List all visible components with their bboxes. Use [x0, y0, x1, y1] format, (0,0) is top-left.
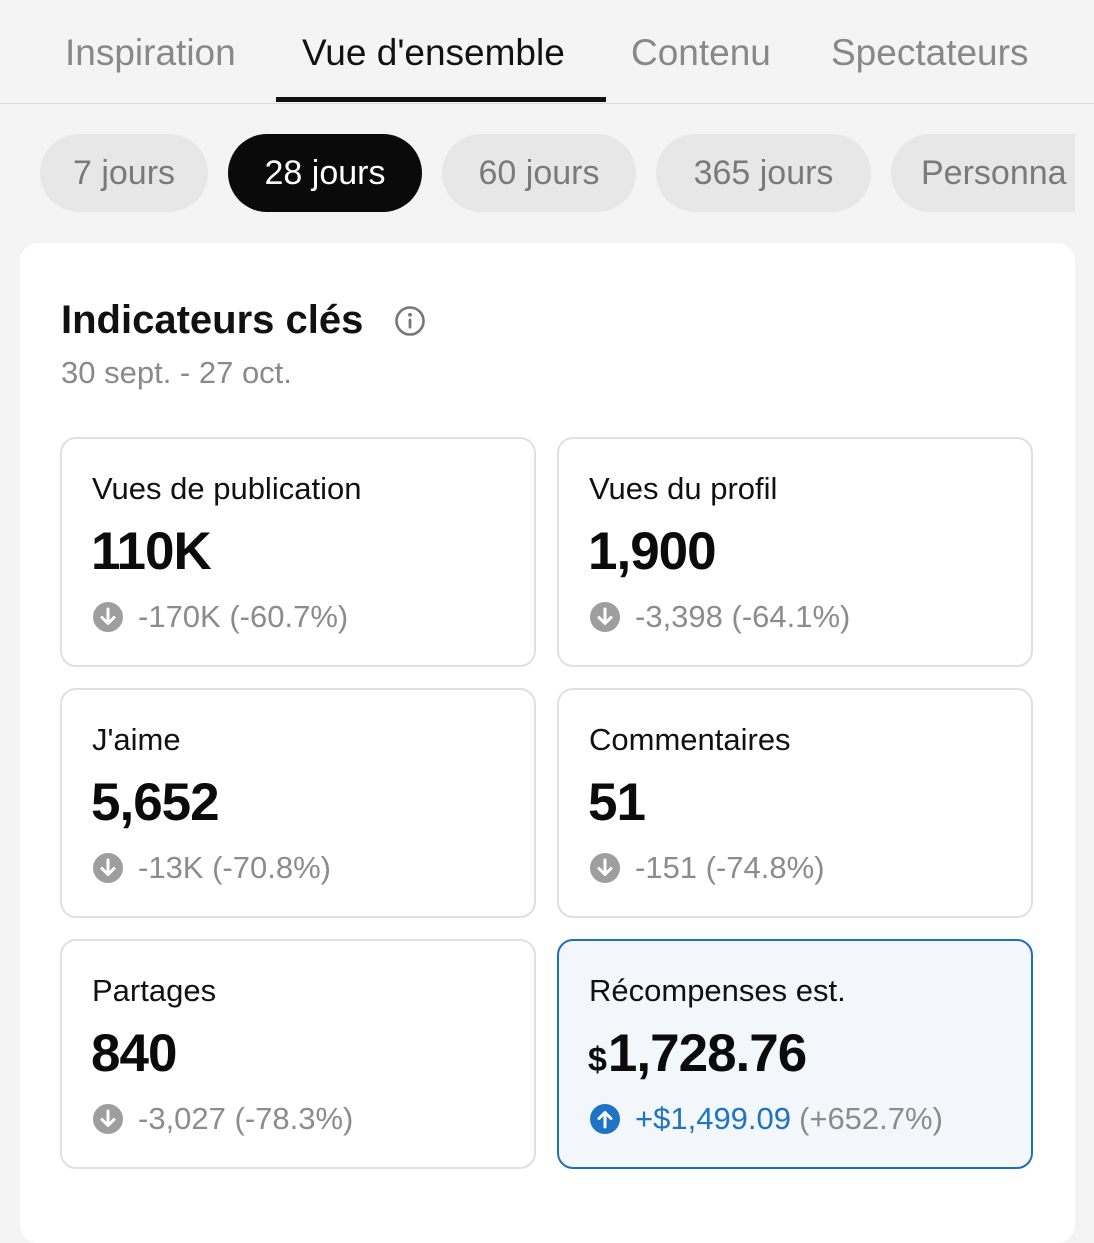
metric-change-text: -3,398 (-64.1%) [635, 599, 851, 634]
metric-comments[interactable]: Commentaires 51 -151 (-74.8%) [557, 688, 1033, 918]
metric-label: Vues du profil [589, 471, 778, 506]
metric-shares[interactable]: Partages 840 -3,027 (-78.3%) [60, 939, 536, 1169]
metric-change-text: -170K (-60.7%) [138, 599, 349, 634]
metric-change-text: -3,027 (-78.3%) [138, 1101, 354, 1136]
tab-inspiration[interactable]: Inspiration [65, 32, 236, 73]
metric-change: -13K (-70.8%) [92, 850, 331, 886]
metric-change: -3,398 (-64.1%) [589, 599, 850, 635]
metric-estimated-rewards[interactable]: Récompenses est. $1,728.76 +$1,499.09 (+… [557, 939, 1033, 1169]
tab-content[interactable]: Contenu [631, 32, 771, 73]
period-chip-28-days[interactable]: 28 jours [228, 134, 422, 212]
metric-profile-views[interactable]: Vues du profil 1,900 -3,398 (-64.1%) [557, 437, 1033, 667]
top-tab-bar: Inspiration Vue d'ensemble Contenu Spect… [0, 0, 1094, 104]
metric-label: Récompenses est. [589, 973, 846, 1008]
arrow-up-circle-icon [590, 1104, 620, 1134]
key-metrics-card: Indicateurs clés 30 sept. - 27 oct. Vues… [20, 243, 1075, 1243]
metric-value: 51 [588, 773, 646, 832]
metric-likes[interactable]: J'aime 5,652 -13K (-70.8%) [60, 688, 536, 918]
metric-change-percent: (+652.7%) [799, 1101, 943, 1136]
period-chip-custom[interactable]: Personna [891, 134, 1075, 212]
metric-value: 1,900 [588, 522, 717, 581]
arrow-down-circle-icon [93, 853, 123, 883]
metric-change-text: -13K (-70.8%) [138, 850, 331, 885]
metric-label: Partages [92, 973, 217, 1008]
period-chip-365-days[interactable]: 365 jours [656, 134, 871, 212]
metric-label: Vues de publication [92, 471, 362, 506]
metric-label: Commentaires [589, 722, 791, 757]
arrow-down-circle-icon [590, 853, 620, 883]
tab-viewers[interactable]: Spectateurs [831, 32, 1029, 73]
period-chip-60-days[interactable]: 60 jours [442, 134, 636, 212]
currency-symbol: $ [588, 1041, 607, 1079]
arrow-down-circle-icon [93, 1104, 123, 1134]
arrow-down-circle-icon [93, 602, 123, 632]
metric-change: +$1,499.09 (+652.7%) [589, 1101, 943, 1137]
period-selector: 7 jours 28 jours 60 jours 365 jours Pers… [0, 134, 1075, 214]
card-title: Indicateurs clés [61, 298, 364, 342]
info-icon[interactable] [394, 305, 426, 337]
metric-change: -170K (-60.7%) [92, 599, 348, 635]
period-chip-7-days[interactable]: 7 jours [40, 134, 208, 212]
metric-value: $1,728.76 [588, 1023, 807, 1084]
metric-post-views[interactable]: Vues de publication 110K -170K (-60.7%) [60, 437, 536, 667]
metric-value: 840 [91, 1024, 177, 1083]
metric-value-amount: 1,728.76 [607, 1024, 807, 1083]
date-range: 30 sept. - 27 oct. [61, 355, 292, 390]
metric-value: 5,652 [91, 773, 220, 832]
metric-change-text: -151 (-74.8%) [635, 850, 825, 885]
metric-change: -151 (-74.8%) [589, 850, 825, 886]
active-tab-indicator [276, 97, 606, 102]
metric-change: -3,027 (-78.3%) [92, 1101, 353, 1137]
metric-change-amount: +$1,499.09 [635, 1101, 792, 1136]
metric-value: 110K [91, 522, 212, 581]
tab-overview[interactable]: Vue d'ensemble [302, 32, 565, 73]
arrow-down-circle-icon [590, 602, 620, 632]
metric-label: J'aime [92, 722, 181, 757]
